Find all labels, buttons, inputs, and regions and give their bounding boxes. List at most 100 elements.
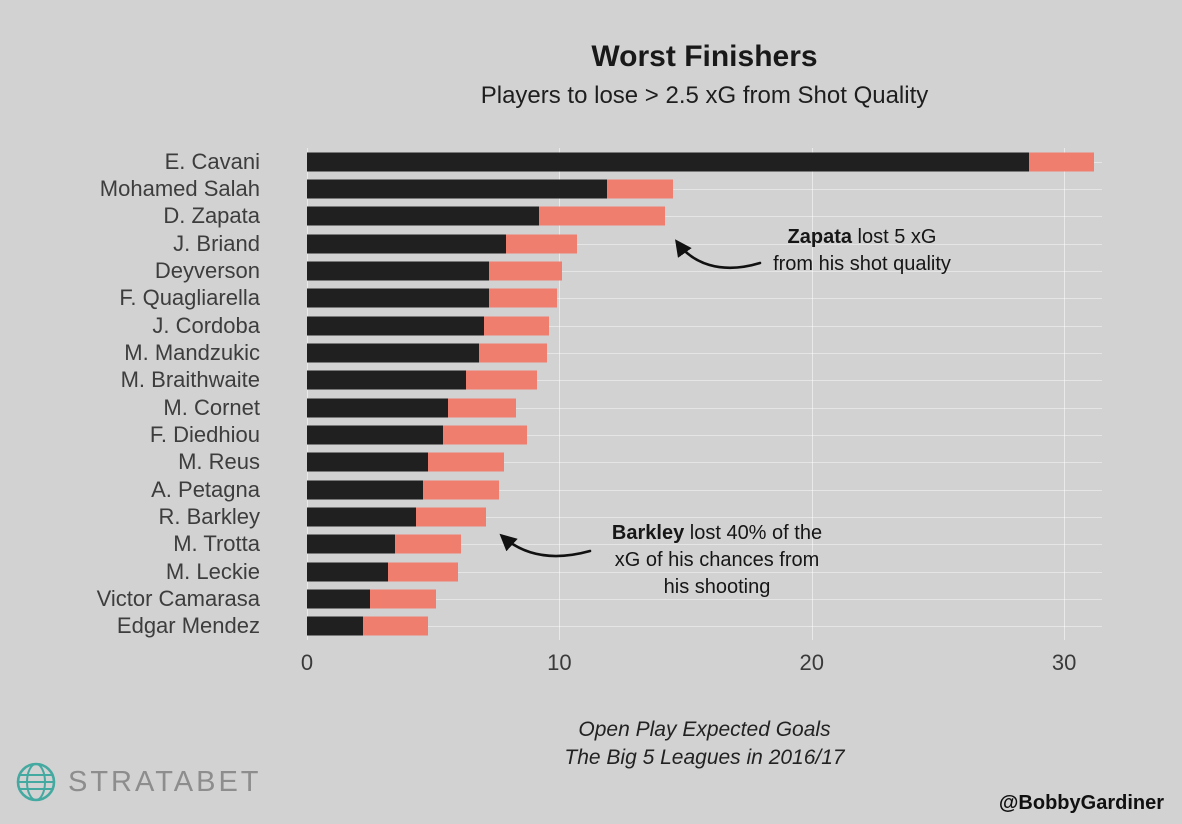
- x-tick-label: 20: [799, 650, 824, 675]
- annotation-zapata-name: Zapata: [787, 226, 852, 248]
- bar-row: J. Cordoba: [0, 312, 1102, 339]
- brand-name: STRATABET: [68, 765, 262, 798]
- bar-track: [307, 503, 1102, 530]
- gridline: [811, 148, 813, 640]
- bar-row: M. Leckie: [0, 558, 1102, 585]
- bar-segment-loss: [387, 562, 459, 582]
- x-tick-label: 30: [1051, 650, 1077, 675]
- bar-segment-dark: [307, 316, 484, 336]
- bar-segment-loss: [448, 398, 517, 418]
- plot-area: E. Cavani Mohamed Salah D. Zapata J. Briand…: [0, 148, 1102, 640]
- player-label: Deyverson: [154, 257, 260, 283]
- bar-row: D. Zapata: [0, 203, 1102, 230]
- chart-title: Worst Finishers: [591, 40, 818, 73]
- gridline: [1064, 148, 1066, 640]
- bar-track: [307, 285, 1102, 312]
- player-label: A. Petagna: [151, 476, 260, 502]
- player-label: F. Quagliarella: [119, 285, 260, 311]
- bar-track: [307, 476, 1102, 503]
- bar-track: [307, 257, 1102, 284]
- caption-line-2: The Big 5 Leagues in 2016/17: [564, 746, 845, 769]
- bar-rows: E. Cavani Mohamed Salah D. Zapata J. Briand…: [0, 148, 1102, 640]
- bar-row: M. Trotta: [0, 531, 1102, 558]
- bar-row: E. Cavani: [0, 148, 1102, 175]
- gridlines: [307, 148, 1102, 640]
- bar-segment-loss: [428, 452, 504, 472]
- bar-segment-loss: [370, 589, 436, 609]
- bar-segment-loss: [466, 370, 537, 390]
- bar-segment-dark: [307, 343, 479, 363]
- stacked-bar: [307, 425, 1102, 445]
- bar-track: [307, 531, 1102, 558]
- bar-row: A. Petagna: [0, 476, 1102, 503]
- bar-track: [307, 203, 1102, 230]
- bar-segment-dark: [307, 398, 449, 418]
- bar-row: M. Mandzukic: [0, 339, 1102, 366]
- bar-row: M. Braithwaite: [0, 367, 1102, 394]
- bar-row: R. Barkley: [0, 503, 1102, 530]
- player-label: M. Braithwaite: [120, 367, 260, 393]
- stacked-bar: [307, 261, 1102, 281]
- bar-segment-dark: [307, 425, 444, 445]
- bar-segment-dark: [307, 507, 416, 527]
- player-label: Mohamed Salah: [99, 175, 260, 201]
- player-label: Victor Camarasa: [96, 585, 260, 611]
- stacked-bar: [307, 316, 1102, 336]
- player-label: M. Mandzukic: [124, 339, 260, 365]
- bar-segment-loss: [488, 261, 562, 281]
- axis-caption: Open Play Expected Goals The Big 5 Leagu…: [307, 716, 1102, 772]
- bar-segment-dark: [307, 234, 507, 254]
- bar-segment-loss: [362, 616, 429, 636]
- bar-track: [307, 613, 1102, 640]
- player-label: Edgar Mendez: [116, 613, 260, 639]
- bar-row: Mohamed Salah: [0, 175, 1102, 202]
- bar-segment-loss: [488, 288, 557, 308]
- stacked-bar: [307, 398, 1102, 418]
- bar-track: [307, 339, 1102, 366]
- bar-row: F. Quagliarella: [0, 285, 1102, 312]
- bar-segment-dark: [307, 206, 540, 226]
- stacked-bar: [307, 179, 1102, 199]
- stacked-bar: [307, 562, 1102, 582]
- player-label: M. Cornet: [163, 394, 260, 420]
- bar-track: [307, 148, 1102, 175]
- stacked-bar: [307, 234, 1102, 254]
- bar-segment-loss: [415, 507, 487, 527]
- stacked-bar: [307, 370, 1102, 390]
- x-tick-label: 10: [547, 650, 572, 675]
- bar-segment-loss: [607, 179, 673, 199]
- bar-segment-dark: [307, 480, 424, 500]
- x-axis: 0 10 20 30: [301, 650, 1102, 680]
- bar-row: M. Cornet: [0, 394, 1102, 421]
- bar-segment-dark: [307, 452, 429, 472]
- annotation-barkley: Barkley lost 40% of the xG of his chance…: [567, 520, 867, 601]
- bar-segment-dark: [307, 261, 489, 281]
- bar-segment-loss: [506, 234, 578, 254]
- player-label: J. Briand: [173, 230, 260, 256]
- chart-subtitle: Players to lose > 2.5 xG from Shot Quali…: [480, 82, 929, 109]
- stacked-bar: [307, 343, 1102, 363]
- player-label: R. Barkley: [158, 503, 260, 529]
- annotation-zapata-text: lost 5 xG from his shot quality: [773, 226, 951, 275]
- player-label: F. Diedhiou: [149, 421, 260, 447]
- gridline: [559, 148, 561, 640]
- player-label: M. Reus: [178, 449, 260, 475]
- bar-segment-dark: [307, 288, 489, 308]
- stacked-bar: [307, 480, 1102, 500]
- bar-segment-dark: [307, 179, 608, 199]
- bar-track: [307, 421, 1102, 448]
- bar-track: [307, 585, 1102, 612]
- stacked-bar: [307, 288, 1102, 308]
- player-label: M. Trotta: [173, 531, 260, 557]
- bar-segment-loss: [395, 534, 461, 554]
- bar-row: F. Diedhiou: [0, 421, 1102, 448]
- bar-segment-dark: [307, 370, 466, 390]
- bar-segment-loss: [1028, 152, 1095, 172]
- bar-track: [307, 558, 1102, 585]
- bar-track: [307, 394, 1102, 421]
- player-label: D. Zapata: [163, 203, 260, 229]
- bar-track: [307, 312, 1102, 339]
- bar-segment-dark: [307, 616, 363, 636]
- annotation-zapata: Zapata lost 5 xG from his shot quality: [712, 224, 1012, 278]
- bar-segment-dark: [307, 534, 396, 554]
